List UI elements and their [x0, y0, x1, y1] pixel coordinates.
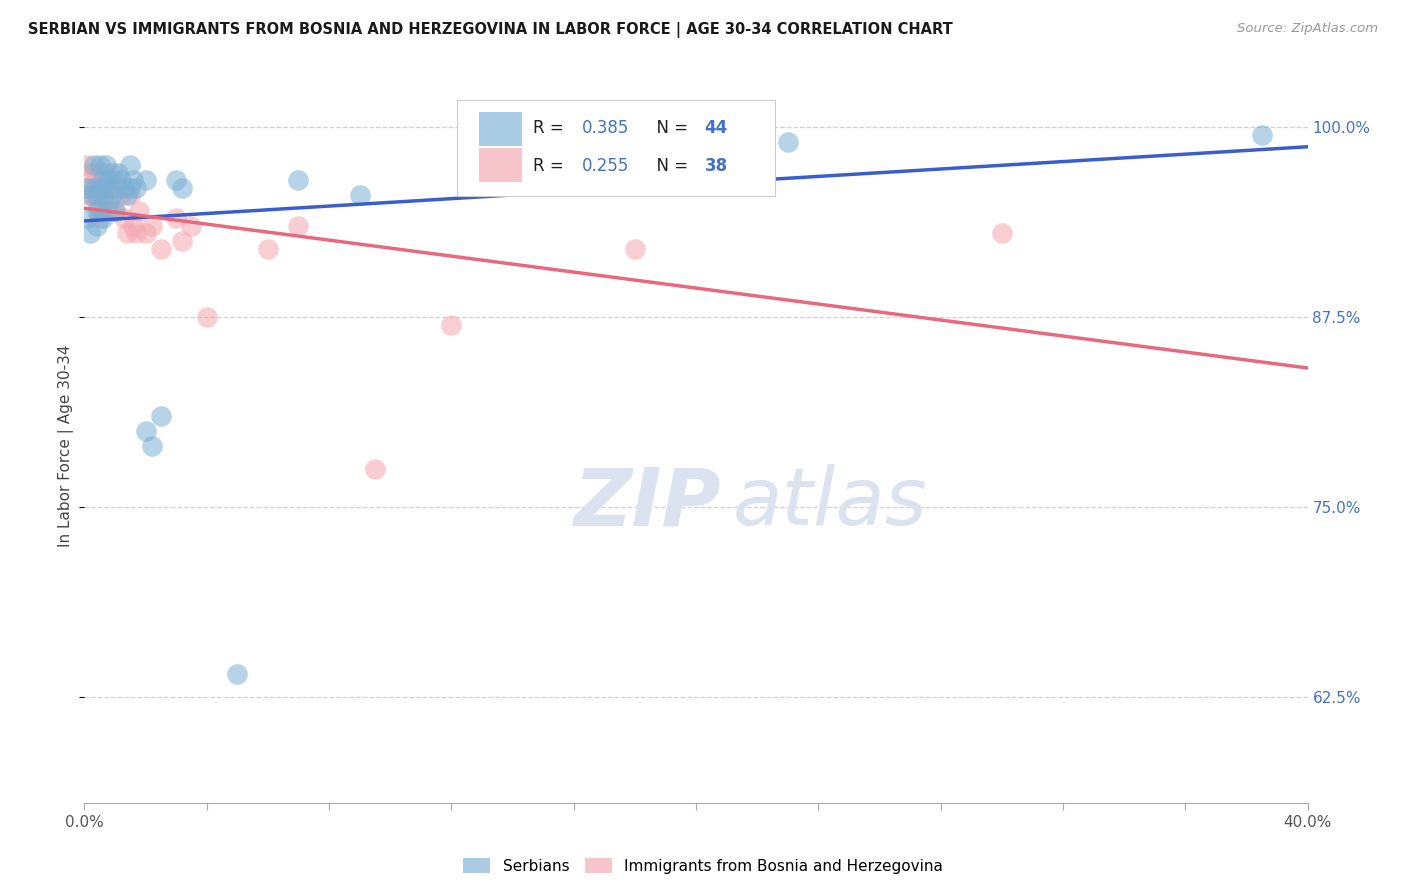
Point	[94, 173, 117, 187]
Point	[149, 409, 172, 423]
Point	[97, 173, 120, 187]
Point	[128, 203, 150, 218]
Point	[349, 188, 371, 202]
Text: SERBIAN VS IMMIGRANTS FROM BOSNIA AND HERZEGOVINA IN LABOR FORCE | AGE 30-34 COR: SERBIAN VS IMMIGRANTS FROM BOSNIA AND HE…	[28, 22, 953, 38]
Point	[287, 219, 309, 233]
Point	[991, 227, 1014, 241]
Point	[141, 219, 163, 233]
Point	[86, 203, 108, 218]
Point	[94, 203, 117, 218]
Point	[120, 158, 142, 172]
FancyBboxPatch shape	[457, 100, 776, 196]
Point	[91, 166, 114, 180]
Point	[79, 166, 101, 180]
Text: R =: R =	[533, 157, 569, 175]
Point	[97, 181, 120, 195]
Point	[107, 166, 129, 180]
Point	[91, 188, 114, 202]
Point	[172, 181, 194, 195]
Point	[135, 173, 157, 187]
FancyBboxPatch shape	[479, 148, 522, 182]
Point	[76, 211, 98, 226]
Y-axis label: In Labor Force | Age 30-34: In Labor Force | Age 30-34	[58, 344, 75, 548]
Point	[76, 181, 98, 195]
Point	[83, 158, 105, 172]
Point	[716, 143, 738, 157]
Point	[135, 424, 157, 438]
Point	[122, 219, 145, 233]
Point	[180, 219, 202, 233]
Text: Source: ZipAtlas.com: Source: ZipAtlas.com	[1237, 22, 1378, 36]
Point	[112, 211, 135, 226]
Point	[115, 227, 138, 241]
Point	[125, 227, 148, 241]
Point	[115, 188, 138, 202]
Point	[172, 234, 194, 248]
Text: ZIP: ZIP	[574, 464, 720, 542]
Point	[101, 188, 124, 202]
Point	[79, 188, 101, 202]
Point	[86, 188, 108, 202]
Point	[110, 173, 132, 187]
Point	[120, 181, 142, 195]
Point	[86, 196, 108, 211]
Text: R =: R =	[533, 120, 569, 137]
Point	[112, 181, 135, 195]
Point	[165, 173, 187, 187]
Point	[83, 166, 105, 180]
Point	[89, 158, 111, 172]
Point	[165, 211, 187, 226]
Point	[76, 181, 98, 195]
Text: 38: 38	[704, 157, 728, 175]
Point	[83, 188, 105, 202]
Text: N =: N =	[645, 120, 693, 137]
Point	[104, 203, 127, 218]
Point	[287, 173, 309, 187]
Point	[141, 439, 163, 453]
Point	[89, 181, 111, 195]
Point	[1250, 128, 1272, 142]
Point	[86, 173, 108, 187]
Point	[654, 158, 676, 172]
Point	[91, 173, 114, 187]
Text: 44: 44	[704, 120, 728, 137]
Point	[91, 188, 114, 202]
Point	[76, 158, 98, 172]
Point	[104, 173, 127, 187]
Point	[94, 158, 117, 172]
Text: N =: N =	[645, 157, 693, 175]
Point	[89, 181, 111, 195]
Point	[135, 227, 157, 241]
Point	[101, 203, 124, 218]
Text: 0.255: 0.255	[582, 157, 630, 175]
Point	[89, 203, 111, 218]
Point	[91, 211, 114, 226]
Point	[226, 666, 249, 681]
FancyBboxPatch shape	[479, 112, 522, 146]
Point	[110, 188, 132, 202]
Point	[104, 203, 127, 218]
Point	[94, 181, 117, 195]
Text: atlas: atlas	[733, 464, 928, 542]
Point	[624, 242, 647, 256]
Point	[776, 136, 799, 150]
Point	[257, 242, 280, 256]
Point	[195, 310, 218, 324]
Point	[440, 318, 463, 332]
Point	[89, 211, 111, 226]
Point	[97, 196, 120, 211]
Point	[364, 462, 387, 476]
Point	[79, 188, 101, 202]
Point	[86, 219, 108, 233]
Text: 0.385: 0.385	[582, 120, 630, 137]
Point	[104, 181, 127, 195]
Point	[122, 173, 145, 187]
Point	[79, 227, 101, 241]
Point	[125, 181, 148, 195]
Point	[83, 181, 105, 195]
Point	[101, 166, 124, 180]
Point	[149, 242, 172, 256]
Point	[120, 188, 142, 202]
Legend: Serbians, Immigrants from Bosnia and Herzegovina: Serbians, Immigrants from Bosnia and Her…	[457, 852, 949, 880]
